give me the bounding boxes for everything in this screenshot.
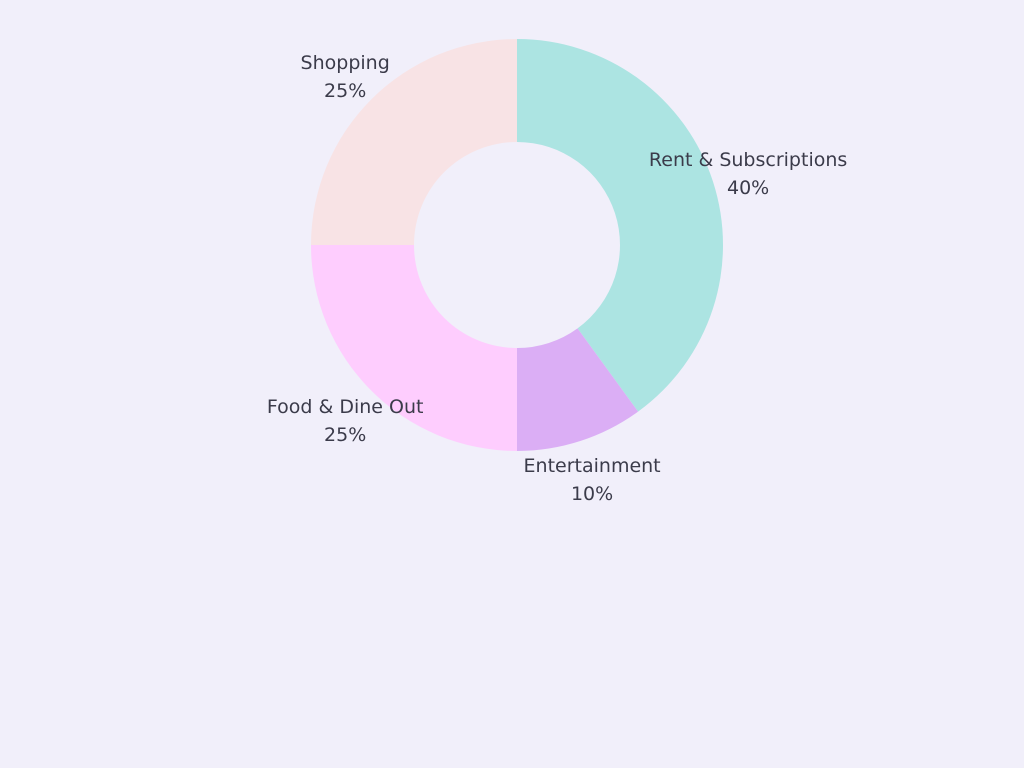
slice-entertainment (517, 328, 639, 451)
slice-label-entertainment: Entertainment (524, 455, 661, 477)
slice-food-and-dine-out (311, 245, 517, 451)
slices-layer (311, 39, 723, 451)
slice-rent-and-subscriptions (517, 39, 723, 412)
slice-value-entertainment: 10% (571, 483, 613, 505)
slice-shopping (311, 39, 517, 245)
slice-value-food-and-dine-out: 25% (324, 424, 366, 446)
slice-value-shopping: 25% (324, 80, 366, 102)
slice-label-shopping: Shopping (301, 52, 390, 74)
slice-value-rent-and-subscriptions: 40% (727, 177, 769, 199)
slice-label-food-and-dine-out: Food & Dine Out (267, 396, 424, 418)
slice-label-rent-and-subscriptions: Rent & Subscriptions (649, 149, 847, 171)
labels-layer: Rent & Subscriptions 40% Entertainment 10% F… (267, 52, 847, 505)
